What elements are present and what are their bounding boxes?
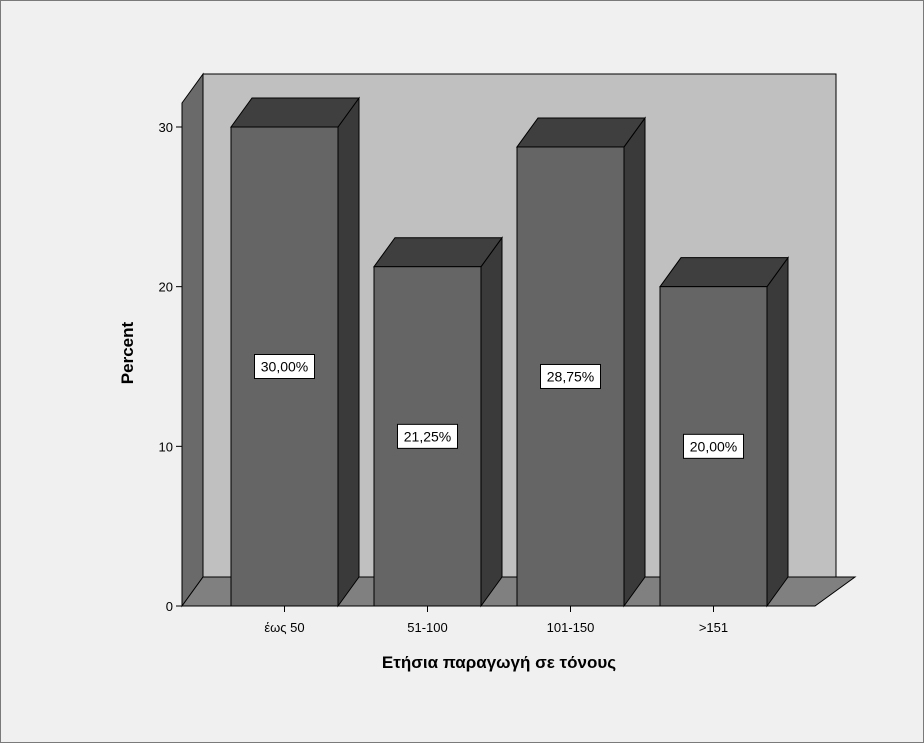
x-axis-title: Ετήσια παραγωγή σε τόνους xyxy=(382,653,616,672)
data-label-box xyxy=(683,433,744,459)
data-label: 21,25% xyxy=(397,423,458,449)
y-tick-label: 20 xyxy=(159,280,173,295)
y-tick-label: 0 xyxy=(166,599,173,614)
bars xyxy=(230,96,789,608)
data-label-box xyxy=(540,363,601,389)
bar-side xyxy=(480,236,503,608)
y-axis: 0 10 20 30 xyxy=(159,103,183,614)
data-label-box xyxy=(397,423,458,449)
y-tick-label: 30 xyxy=(159,120,173,135)
bar-top xyxy=(659,257,789,288)
data-label-text: 28,75% xyxy=(547,368,594,384)
bar-top xyxy=(516,117,646,148)
x-axis: έως 50 51-100 101-150 >151 xyxy=(182,605,815,635)
y-tick-label: 10 xyxy=(159,439,173,454)
data-label-box xyxy=(254,354,315,379)
data-labels: 30,00% 21,25% 28,75% 20,00% xyxy=(254,354,744,459)
bar xyxy=(373,236,503,608)
data-label: 28,75% xyxy=(540,363,601,389)
x-tick-label: >151 xyxy=(699,620,728,635)
bar-side xyxy=(766,256,789,608)
bar xyxy=(659,256,789,608)
data-label-text: 21,25% xyxy=(404,428,451,444)
y-axis-title: Percent xyxy=(118,321,137,384)
bar-side xyxy=(623,116,646,608)
data-label-text: 20,00% xyxy=(690,438,737,454)
data-label: 20,00% xyxy=(683,433,744,459)
data-label: 30,00% xyxy=(254,354,315,379)
x-tick-label: 51-100 xyxy=(407,620,447,635)
bar-front xyxy=(659,286,768,607)
bar-side xyxy=(337,96,360,608)
bar xyxy=(230,96,360,608)
data-label-text: 30,00% xyxy=(261,359,308,375)
x-tick-label: έως 50 xyxy=(264,620,304,635)
side-wall xyxy=(181,72,204,608)
bar-top xyxy=(230,97,360,128)
bar xyxy=(516,116,646,608)
x-tick-label: 101-150 xyxy=(547,620,595,635)
bar-top xyxy=(373,237,503,268)
